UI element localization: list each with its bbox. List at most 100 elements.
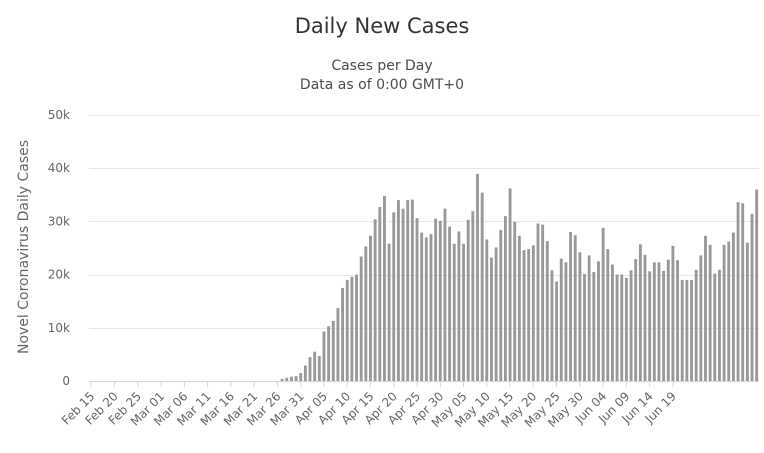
bar xyxy=(522,250,526,381)
bar xyxy=(643,254,647,381)
bar xyxy=(424,237,428,381)
bar xyxy=(666,259,670,381)
bar xyxy=(527,249,531,381)
bar xyxy=(285,377,289,381)
bar xyxy=(550,270,554,381)
bar xyxy=(364,246,368,381)
bar xyxy=(289,376,293,381)
bar xyxy=(322,331,326,381)
bar xyxy=(615,274,619,381)
bar xyxy=(583,274,586,381)
bar xyxy=(541,224,545,381)
bar xyxy=(629,270,633,381)
bar xyxy=(415,218,419,381)
bar xyxy=(336,308,340,381)
bar xyxy=(536,223,540,381)
bar xyxy=(694,269,698,381)
bar xyxy=(587,255,591,381)
bar xyxy=(708,244,712,381)
bar xyxy=(671,245,675,381)
bar xyxy=(657,262,661,381)
bar xyxy=(471,211,475,381)
bar xyxy=(601,227,605,381)
bar xyxy=(401,208,405,381)
y-axis-ticks: 0 10k 20k 30k 40k 50k xyxy=(48,108,70,388)
bar xyxy=(704,235,707,381)
bar xyxy=(718,269,721,381)
bar xyxy=(499,229,503,381)
bar xyxy=(396,200,400,381)
chart-title: Daily New Cases xyxy=(294,14,470,38)
bar xyxy=(294,376,298,381)
y-tick-label: 0 xyxy=(62,374,70,388)
y-tick-label: 30k xyxy=(48,214,70,228)
bar xyxy=(741,203,745,381)
bar xyxy=(731,232,735,381)
bar xyxy=(485,239,489,381)
bar xyxy=(378,207,382,381)
bar xyxy=(531,245,535,381)
bar xyxy=(299,373,303,381)
bar xyxy=(476,174,479,381)
bar-series xyxy=(280,174,759,381)
bar xyxy=(638,244,642,381)
bar xyxy=(410,199,414,381)
bar xyxy=(755,189,759,381)
bar xyxy=(420,232,424,381)
bar xyxy=(373,219,377,381)
bar xyxy=(387,243,391,381)
bar xyxy=(611,264,614,381)
bar xyxy=(569,232,572,381)
bar xyxy=(383,195,386,381)
bar xyxy=(369,235,372,381)
gridlines xyxy=(89,115,759,329)
bar xyxy=(406,200,410,381)
bar xyxy=(592,271,596,381)
bar xyxy=(699,255,703,381)
bar xyxy=(713,273,717,381)
bar xyxy=(620,274,624,381)
bar xyxy=(452,243,456,381)
bar xyxy=(634,259,638,381)
bar xyxy=(727,241,731,381)
y-tick-label: 10k xyxy=(48,321,70,335)
y-axis-label: Novel Coronavirus Daily Cases xyxy=(16,140,32,354)
bar xyxy=(606,249,610,381)
y-tick-label: 40k xyxy=(48,161,70,175)
y-tick-label: 50k xyxy=(48,108,70,122)
bar xyxy=(308,357,312,381)
bar xyxy=(503,216,507,381)
bar xyxy=(327,326,331,381)
bar xyxy=(517,235,521,381)
bar xyxy=(508,188,512,381)
bar xyxy=(624,277,628,381)
bar xyxy=(345,279,349,381)
bar xyxy=(690,279,693,381)
bar xyxy=(359,256,363,381)
bar xyxy=(466,219,470,381)
chart-subtitle-line-2: Data as of 0:00 GMT+0 xyxy=(299,77,465,93)
bar xyxy=(490,257,493,381)
bar xyxy=(555,281,559,381)
bar xyxy=(438,220,442,381)
bar xyxy=(448,226,452,381)
bar xyxy=(578,252,582,381)
bar xyxy=(676,260,680,381)
bar xyxy=(443,208,447,381)
bar xyxy=(564,262,568,381)
bar xyxy=(648,271,652,381)
bar xyxy=(750,213,754,381)
bar xyxy=(545,241,549,381)
bar xyxy=(722,244,726,381)
bar xyxy=(355,274,358,381)
bar xyxy=(513,221,517,381)
y-tick-label: 20k xyxy=(48,268,70,282)
bar xyxy=(317,356,321,381)
bar xyxy=(573,235,577,381)
bar xyxy=(457,231,461,381)
bar xyxy=(462,243,465,381)
bar xyxy=(429,234,433,381)
bar xyxy=(745,242,749,381)
